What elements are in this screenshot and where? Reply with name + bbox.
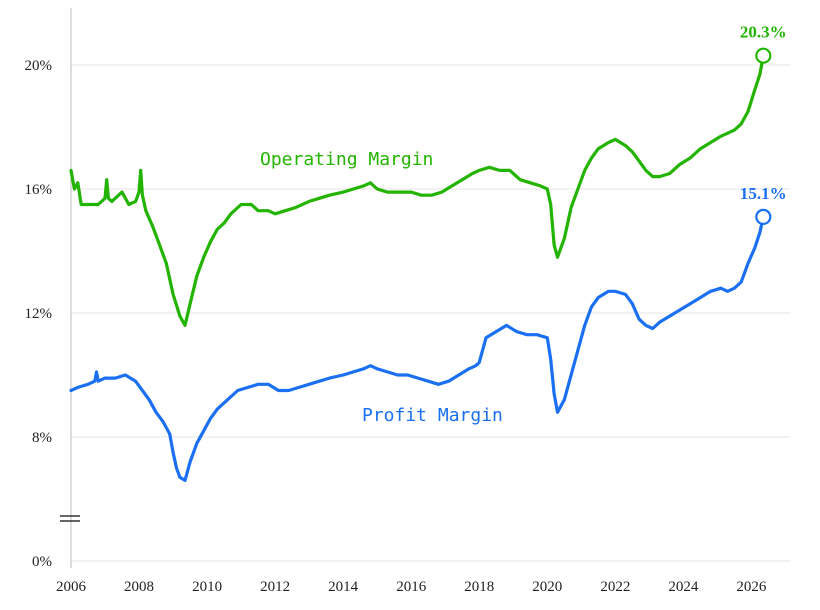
x-tick-label-2010: 2010 bbox=[192, 579, 222, 595]
y-tick-label-8: 8% bbox=[32, 430, 52, 446]
x-tick-labels: 2006 2008 2010 2012 2014 2016 2018 2020 2022 2024… bbox=[56, 579, 767, 595]
series-label-operating-margin: Operating Margin bbox=[260, 149, 433, 170]
x-tick-label-2012: 2012 bbox=[260, 579, 290, 595]
y-tick-label-16: 16% bbox=[25, 182, 53, 198]
y-tick-label-0: 0% bbox=[32, 554, 52, 570]
series-line-profit-margin bbox=[69, 215, 765, 482]
x-tick-label-2014: 2014 bbox=[328, 579, 359, 595]
x-tick-label-2018: 2018 bbox=[464, 579, 494, 595]
x-tick-label-2020: 2020 bbox=[532, 579, 562, 595]
end-value-label-operating-margin: 20.3% bbox=[740, 23, 787, 42]
end-value-markers: 20.3% 15.1% bbox=[740, 23, 787, 225]
end-point-profit-margin bbox=[755, 208, 772, 225]
x-tick-label-2022: 2022 bbox=[600, 579, 630, 595]
end-value-label-profit-margin: 15.1% bbox=[740, 184, 787, 203]
series-lines bbox=[69, 54, 765, 482]
series-labels: Operating Margin Profit Margin bbox=[260, 149, 503, 426]
x-tick-label-2008: 2008 bbox=[124, 579, 154, 595]
x-tick-label-2006: 2006 bbox=[56, 579, 87, 595]
gridlines bbox=[71, 64, 790, 562]
x-tick-label-2026: 2026 bbox=[736, 579, 767, 595]
y-tick-labels: 0% 8% 12% 16% 20% bbox=[25, 58, 53, 570]
x-tick-label-2024: 2024 bbox=[668, 579, 699, 595]
end-point-operating-margin bbox=[755, 47, 772, 64]
series-line-operating-margin bbox=[69, 54, 765, 327]
x-tick-label-2016: 2016 bbox=[396, 579, 427, 595]
y-tick-label-12: 12% bbox=[25, 306, 53, 322]
series-label-profit-margin: Profit Margin bbox=[362, 405, 503, 426]
y-tick-label-20: 20% bbox=[25, 58, 53, 74]
